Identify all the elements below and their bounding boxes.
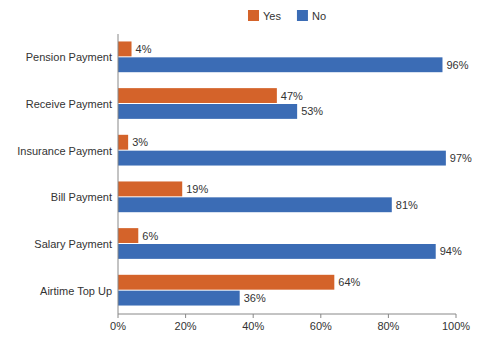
legend-label: Yes [263,10,281,22]
bar [118,244,436,259]
legend-item: Yes [248,10,281,22]
data-label: 97% [450,152,472,164]
legend-item: No [297,10,326,22]
data-label: 3% [132,136,148,148]
x-tick [388,314,389,318]
data-labels: 4% 47% 3% 19% 6% 64% 96% 53% 97% 81% 94% 36% [132,43,472,304]
y-tick-label: Insurance Payment [17,145,112,157]
y-tick-label: Receive Payment [26,98,112,110]
legend: Yes No [248,10,326,22]
legend-label: No [312,10,326,22]
data-label: 64% [338,276,360,288]
y-tick-label: Airtime Top Up [40,285,112,297]
data-label: 36% [244,292,266,304]
x-tick [320,314,321,318]
bar [118,88,277,103]
x-axis-line [118,314,456,315]
y-tick-label: Bill Payment [51,191,112,203]
bar [118,135,128,150]
data-label: 19% [186,183,208,195]
bar [118,151,446,166]
data-label: 47% [281,90,303,102]
bar [118,228,138,243]
y-tick-label: Salary Payment [34,238,112,250]
data-label: 4% [136,43,152,55]
bars [118,41,446,305]
x-tick-label: 60% [310,320,332,332]
y-tick-label: Pension Payment [26,51,112,63]
bar [118,275,334,290]
bar [118,57,442,72]
x-tick-label: 20% [175,320,197,332]
data-label: 81% [396,199,418,211]
data-label: 6% [142,230,158,242]
legend-swatch [297,10,308,21]
x-tick-label: 40% [242,320,264,332]
x-tick-label: 100% [442,320,470,332]
bar [118,41,132,56]
data-label: 53% [301,105,323,117]
x-tick [185,314,186,318]
y-axis-line [118,34,119,314]
data-label: 94% [440,245,462,257]
x-tick [118,314,119,318]
bar [118,104,297,119]
bar [118,291,240,306]
bar [118,181,182,196]
x-tick [456,314,457,318]
x-tick [253,314,254,318]
data-label: 96% [446,59,468,71]
legend-swatch [248,10,259,21]
x-tick-label: 0% [110,320,126,332]
chart-container: 4% 47% 3% 19% 6% 64% 96% 53% 97% 81% 94% 36% 0% 20% 40… [0,0,500,344]
x-tick-label: 80% [377,320,399,332]
axes: 0% 20% 40% 60% 80% 100% Pension Payment Receive… [17,34,470,332]
chart-svg: 4% 47% 3% 19% 6% 64% 96% 53% 97% 81% 94% 36% 0% 20% 40… [0,0,500,344]
bar [118,197,392,212]
